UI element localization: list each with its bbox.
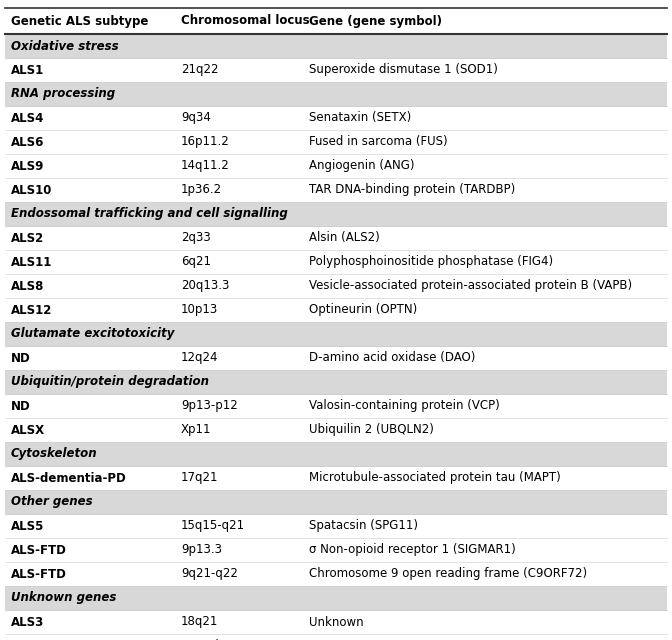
Text: ALS-FTD: ALS-FTD bbox=[11, 568, 67, 580]
Text: ALS5: ALS5 bbox=[11, 520, 44, 532]
Bar bbox=[5, 202, 667, 226]
Text: 14q11.2: 14q11.2 bbox=[181, 159, 230, 173]
Bar bbox=[5, 418, 667, 442]
Bar bbox=[5, 106, 667, 130]
Text: Chromosome 9 open reading frame (C9ORF72): Chromosome 9 open reading frame (C9ORF72… bbox=[308, 568, 587, 580]
Text: Superoxide dismutase 1 (SOD1): Superoxide dismutase 1 (SOD1) bbox=[308, 63, 498, 77]
Bar bbox=[5, 370, 667, 394]
Bar bbox=[5, 298, 667, 322]
Bar bbox=[5, 346, 667, 370]
Text: Xp11: Xp11 bbox=[181, 424, 212, 436]
Text: 18q21: 18q21 bbox=[181, 616, 218, 628]
Bar bbox=[5, 562, 667, 586]
Text: σ Non-opioid receptor 1 (SIGMAR1): σ Non-opioid receptor 1 (SIGMAR1) bbox=[308, 543, 515, 557]
Text: ALS11: ALS11 bbox=[11, 255, 52, 269]
Bar bbox=[5, 586, 667, 610]
Text: ND: ND bbox=[11, 351, 31, 365]
Bar bbox=[5, 250, 667, 274]
Bar bbox=[5, 178, 667, 202]
Bar bbox=[5, 490, 667, 514]
Text: ALS12: ALS12 bbox=[11, 303, 52, 317]
Text: 2q33: 2q33 bbox=[181, 232, 211, 244]
Text: Endossomal trafficking and cell signalling: Endossomal trafficking and cell signalli… bbox=[11, 207, 288, 221]
Text: Vesicle-associated protein-associated protein B (VAPB): Vesicle-associated protein-associated pr… bbox=[308, 280, 632, 292]
Text: 12q24: 12q24 bbox=[181, 351, 218, 365]
Text: 17q21: 17q21 bbox=[181, 472, 218, 484]
Text: 21q22: 21q22 bbox=[181, 63, 218, 77]
Text: ALSX: ALSX bbox=[11, 424, 45, 436]
Bar bbox=[5, 442, 667, 466]
Text: 20q13.3: 20q13.3 bbox=[181, 280, 229, 292]
Text: 10p13: 10p13 bbox=[181, 303, 218, 317]
Bar bbox=[5, 538, 667, 562]
Text: ALS8: ALS8 bbox=[11, 280, 44, 292]
Text: Fused in sarcoma (FUS): Fused in sarcoma (FUS) bbox=[308, 136, 448, 148]
Text: 9q21-q22: 9q21-q22 bbox=[181, 568, 238, 580]
Text: Oxidative stress: Oxidative stress bbox=[11, 40, 119, 52]
Text: Genetic ALS subtype: Genetic ALS subtype bbox=[11, 15, 149, 28]
Text: ALS6: ALS6 bbox=[11, 136, 44, 148]
Text: Spatacsin (SPG11): Spatacsin (SPG11) bbox=[308, 520, 418, 532]
Bar bbox=[5, 610, 667, 634]
Text: Chromosomal locus: Chromosomal locus bbox=[181, 15, 310, 28]
Bar bbox=[5, 154, 667, 178]
Text: Unknown: Unknown bbox=[308, 616, 364, 628]
Text: Ubiquitin/protein degradation: Ubiquitin/protein degradation bbox=[11, 376, 209, 388]
Bar bbox=[5, 394, 667, 418]
Text: 9p13-p12: 9p13-p12 bbox=[181, 399, 238, 413]
Text: Other genes: Other genes bbox=[11, 495, 93, 509]
Text: Ubiquilin 2 (UBQLN2): Ubiquilin 2 (UBQLN2) bbox=[308, 424, 433, 436]
Text: 15q15-q21: 15q15-q21 bbox=[181, 520, 245, 532]
Bar bbox=[5, 226, 667, 250]
Text: ALS9: ALS9 bbox=[11, 159, 44, 173]
Text: Polyphosphoinositide phosphatase (FIG4): Polyphosphoinositide phosphatase (FIG4) bbox=[308, 255, 553, 269]
Bar bbox=[5, 514, 667, 538]
Bar bbox=[5, 634, 667, 640]
Text: 16p11.2: 16p11.2 bbox=[181, 136, 230, 148]
Text: Valosin-containing protein (VCP): Valosin-containing protein (VCP) bbox=[308, 399, 499, 413]
Bar bbox=[5, 274, 667, 298]
Text: Unknown genes: Unknown genes bbox=[11, 591, 116, 605]
Text: Senataxin (SETX): Senataxin (SETX) bbox=[308, 111, 411, 125]
Text: ALS-dementia-PD: ALS-dementia-PD bbox=[11, 472, 127, 484]
Text: ALS3: ALS3 bbox=[11, 616, 44, 628]
Text: ALS-FTD: ALS-FTD bbox=[11, 543, 67, 557]
Text: Microtubule-associated protein tau (MAPT): Microtubule-associated protein tau (MAPT… bbox=[308, 472, 560, 484]
Text: ALS2: ALS2 bbox=[11, 232, 44, 244]
Text: Optineurin (OPTN): Optineurin (OPTN) bbox=[308, 303, 417, 317]
Text: Gene (gene symbol): Gene (gene symbol) bbox=[308, 15, 442, 28]
Text: RNA processing: RNA processing bbox=[11, 88, 115, 100]
Bar bbox=[5, 322, 667, 346]
Text: D-amino acid oxidase (DAO): D-amino acid oxidase (DAO) bbox=[308, 351, 475, 365]
Text: TAR DNA-binding protein (TARDBP): TAR DNA-binding protein (TARDBP) bbox=[308, 184, 515, 196]
Text: ALS10: ALS10 bbox=[11, 184, 52, 196]
Text: Cytoskeleton: Cytoskeleton bbox=[11, 447, 97, 461]
Bar bbox=[5, 34, 667, 58]
Text: 9q34: 9q34 bbox=[181, 111, 211, 125]
Text: 9p13.3: 9p13.3 bbox=[181, 543, 222, 557]
Bar bbox=[5, 130, 667, 154]
Text: ALS1: ALS1 bbox=[11, 63, 44, 77]
Text: Glutamate excitotoxicity: Glutamate excitotoxicity bbox=[11, 328, 175, 340]
Text: 6q21: 6q21 bbox=[181, 255, 211, 269]
Text: ND: ND bbox=[11, 399, 31, 413]
Text: ALS4: ALS4 bbox=[11, 111, 44, 125]
Bar bbox=[5, 466, 667, 490]
Bar bbox=[5, 58, 667, 82]
Text: Angiogenin (ANG): Angiogenin (ANG) bbox=[308, 159, 414, 173]
Text: Alsin (ALS2): Alsin (ALS2) bbox=[308, 232, 380, 244]
Bar bbox=[5, 82, 667, 106]
Text: 1p36.2: 1p36.2 bbox=[181, 184, 222, 196]
